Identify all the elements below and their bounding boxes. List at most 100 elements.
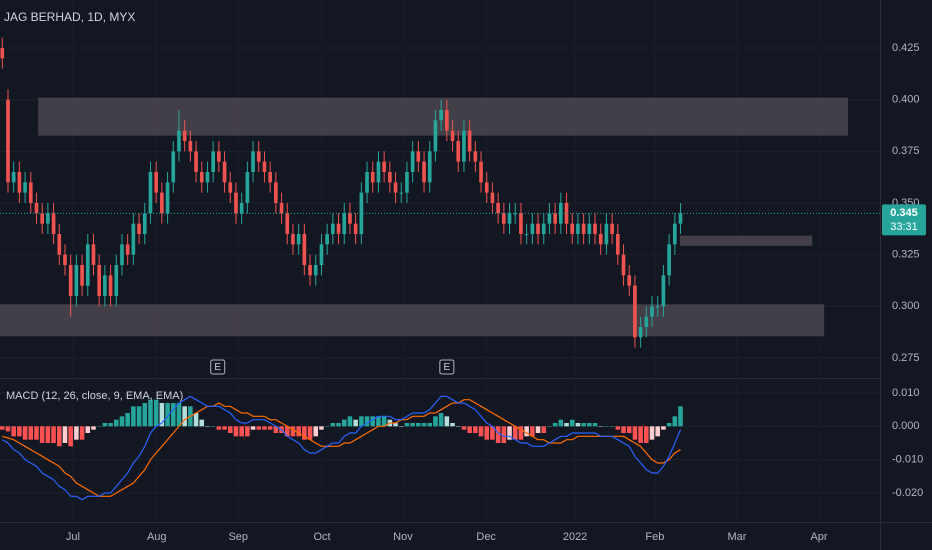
candle-body [11, 172, 16, 183]
histogram-bar [587, 423, 592, 427]
histogram-bar [233, 426, 239, 437]
y-tick-label: 0.300 [892, 300, 920, 312]
candle-body [502, 213, 506, 224]
histogram-bar [381, 416, 387, 427]
histogram-bar [216, 426, 222, 430]
candle-body [427, 151, 432, 183]
histogram-bar [245, 426, 250, 437]
candle-body [262, 161, 267, 173]
histogram-bar [45, 426, 51, 443]
histogram-bar [262, 426, 267, 430]
histogram-bar [307, 426, 313, 440]
candle-body [598, 234, 603, 245]
candle-body [353, 223, 358, 234]
histogram-bar [119, 416, 125, 427]
candle-body [667, 244, 671, 276]
candle-body [559, 203, 563, 224]
candle-body [388, 172, 392, 183]
histogram-bar [364, 416, 370, 427]
histogram-bar [91, 426, 96, 430]
candle-body [217, 151, 221, 162]
indicator-title: MACD (12, 26, close, 9, EMA, EMA) [6, 390, 183, 402]
histogram-bar [17, 426, 22, 437]
histogram-bar [461, 426, 467, 430]
candle-body [6, 99, 10, 183]
histogram-bar [108, 423, 113, 427]
histogram-bar [484, 426, 490, 440]
candle-body [91, 244, 96, 265]
chart-title: JAG BERHAD, 1D, MYX [4, 10, 135, 24]
histogram-bar [678, 406, 683, 427]
histogram-bar [501, 426, 507, 443]
histogram-bar [541, 426, 547, 433]
histogram-bar [512, 426, 518, 440]
histogram-bar [621, 426, 626, 433]
candle-body [205, 172, 210, 183]
candle-body [513, 213, 518, 215]
candle-body [108, 275, 113, 296]
histogram-bar [564, 423, 569, 427]
candle-body [376, 161, 381, 183]
histogram-bar [649, 426, 655, 440]
histogram-bar [273, 426, 279, 433]
histogram-bar [85, 426, 91, 433]
candle-body [0, 48, 5, 59]
candle-body [319, 244, 324, 265]
histogram-bar [319, 426, 324, 430]
candle-body [633, 285, 637, 338]
histogram-bar [547, 426, 552, 427]
histogram-bar [193, 413, 199, 427]
histogram-bar [74, 426, 79, 440]
x-tick-label: Nov [393, 531, 413, 543]
candle-body [672, 223, 677, 245]
candle-body [541, 223, 546, 234]
last-price-label: 0.345 [890, 207, 918, 219]
x-tick-label: 2022 [563, 531, 587, 543]
zone [679, 235, 813, 246]
candle-body [616, 234, 620, 255]
earnings-marker [439, 359, 455, 375]
histogram-bar [341, 419, 347, 427]
histogram-bar [267, 426, 273, 430]
candle-body [279, 203, 284, 214]
candle-body [422, 161, 426, 183]
histogram-bar [438, 413, 444, 427]
earnings-label: E [214, 362, 221, 373]
candle-body [199, 172, 204, 183]
candle-body [496, 203, 500, 214]
histogram-bar [330, 423, 336, 427]
candle-body [40, 213, 44, 224]
histogram-bar [170, 403, 176, 427]
x-tick-label: Feb [645, 531, 664, 543]
histogram-bar [165, 403, 170, 427]
histogram-bar [569, 419, 575, 427]
candle-body [650, 306, 654, 317]
candle-body [450, 130, 455, 142]
histogram-bar [142, 403, 148, 427]
histogram-bar [416, 423, 421, 427]
histogram-bar [136, 406, 142, 427]
histogram-bar [609, 426, 615, 427]
histogram-bar [524, 426, 529, 437]
candle-body [342, 213, 347, 234]
candle-body [325, 234, 329, 245]
y-tick-label: 0.375 [892, 145, 920, 157]
histogram-bar [393, 423, 398, 427]
candle-body [638, 326, 643, 338]
candle-body [564, 203, 569, 224]
histogram-bar [495, 426, 501, 443]
histogram-bar [284, 426, 290, 437]
candle-body [97, 264, 101, 296]
candle-body [382, 161, 386, 173]
candle-body [165, 182, 170, 214]
candle-body [46, 213, 50, 224]
candle-body [177, 130, 181, 152]
candle-body [593, 223, 597, 234]
histogram-bar [210, 426, 216, 427]
histogram-bar [507, 426, 512, 440]
histogram-bar [558, 419, 564, 427]
candle-body [524, 234, 529, 235]
candle-body [473, 151, 478, 162]
candle-body [120, 244, 124, 265]
